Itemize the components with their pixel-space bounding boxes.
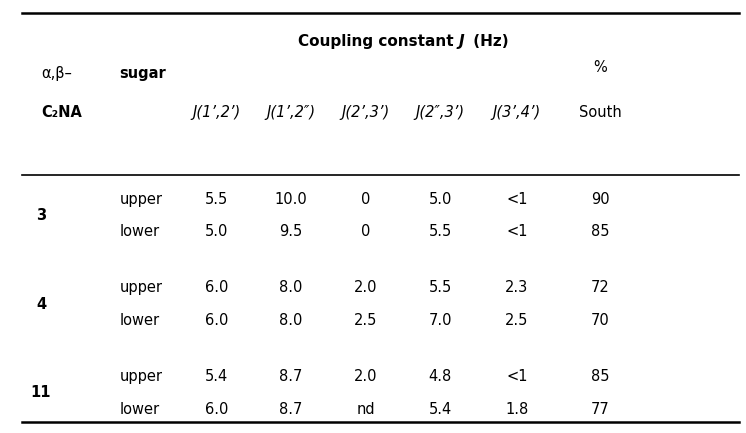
Text: 5.5: 5.5	[204, 192, 228, 207]
Text: 0: 0	[361, 224, 370, 239]
Text: upper: upper	[119, 281, 163, 295]
Text: 6.0: 6.0	[204, 313, 228, 328]
Text: <1: <1	[507, 224, 527, 239]
Text: <1: <1	[507, 192, 527, 207]
Text: 8.7: 8.7	[279, 369, 303, 384]
Text: 4.8: 4.8	[428, 369, 452, 384]
Text: 85: 85	[592, 224, 609, 239]
Text: 11: 11	[31, 385, 51, 401]
Text: 8.0: 8.0	[279, 313, 303, 328]
Text: J(2″,3’): J(2″,3’)	[416, 105, 465, 120]
Text: 9.5: 9.5	[279, 224, 303, 239]
Text: C₂NA: C₂NA	[41, 105, 82, 120]
Text: 70: 70	[591, 313, 610, 328]
Text: J: J	[459, 34, 465, 48]
Text: 2.0: 2.0	[354, 281, 377, 295]
Text: upper: upper	[119, 369, 163, 384]
Text: 5.5: 5.5	[428, 281, 452, 295]
Text: 7.0: 7.0	[428, 313, 452, 328]
Text: nd: nd	[357, 402, 374, 417]
Text: 2.5: 2.5	[505, 313, 529, 328]
Text: South: South	[579, 105, 622, 120]
Text: 90: 90	[592, 192, 609, 207]
Text: 10.0: 10.0	[275, 192, 307, 207]
Text: lower: lower	[119, 313, 160, 328]
Text: <1: <1	[507, 369, 527, 384]
Text: 85: 85	[592, 369, 609, 384]
Text: 77: 77	[591, 402, 610, 417]
Text: 1.8: 1.8	[505, 402, 529, 417]
Text: 0: 0	[361, 192, 370, 207]
Text: 8.0: 8.0	[279, 281, 303, 295]
Text: 6.0: 6.0	[204, 281, 228, 295]
Text: Coupling constant: Coupling constant	[298, 34, 459, 48]
Text: %: %	[594, 60, 607, 74]
Text: 5.0: 5.0	[204, 224, 228, 239]
Text: sugar: sugar	[119, 66, 166, 81]
Text: α,β–: α,β–	[41, 66, 72, 81]
Text: J(3’,4’): J(3’,4’)	[493, 105, 541, 120]
Text: J(1’,2’): J(1’,2’)	[192, 105, 240, 120]
Text: 6.0: 6.0	[204, 402, 228, 417]
Text: 72: 72	[591, 281, 610, 295]
Text: 5.0: 5.0	[428, 192, 452, 207]
Text: 5.4: 5.4	[428, 402, 452, 417]
Text: J(1’,2″): J(1’,2″)	[266, 105, 316, 120]
Text: 2.5: 2.5	[354, 313, 377, 328]
Text: 8.7: 8.7	[279, 402, 303, 417]
Text: upper: upper	[119, 192, 163, 207]
Text: J(2’,3’): J(2’,3’)	[342, 105, 389, 120]
Text: 2.3: 2.3	[505, 281, 529, 295]
Text: 3: 3	[36, 208, 46, 223]
Text: 5.4: 5.4	[204, 369, 228, 384]
Text: 5.5: 5.5	[428, 224, 452, 239]
Text: (Hz): (Hz)	[468, 34, 509, 48]
Text: 4: 4	[36, 297, 46, 312]
Text: 2.0: 2.0	[354, 369, 377, 384]
Text: lower: lower	[119, 402, 160, 417]
Text: lower: lower	[119, 224, 160, 239]
